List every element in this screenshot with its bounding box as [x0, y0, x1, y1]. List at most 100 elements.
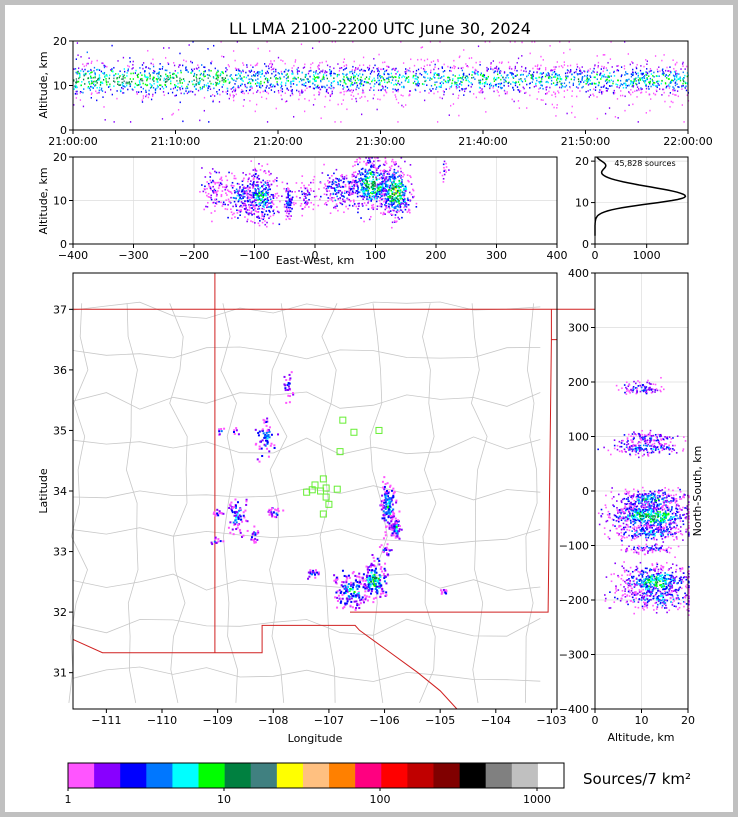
source-point: [616, 84, 619, 86]
source-point: [255, 103, 258, 106]
source-point: [91, 92, 93, 95]
source-point: [317, 77, 319, 79]
source-point: [479, 82, 481, 84]
source-point: [392, 492, 395, 495]
source-point: [274, 178, 276, 181]
source-point: [410, 183, 413, 185]
source-point: [384, 89, 386, 91]
source-point: [370, 166, 372, 169]
source-point: [541, 84, 544, 87]
source-point: [77, 67, 80, 70]
source-point: [407, 199, 410, 202]
source-point: [245, 498, 248, 501]
source-point: [591, 83, 593, 85]
source-point: [226, 74, 228, 77]
source-point: [395, 163, 397, 165]
source-point: [367, 208, 370, 210]
source-point: [201, 167, 203, 169]
source-point: [285, 401, 288, 404]
source-point: [624, 74, 626, 76]
source-point: [392, 527, 395, 530]
source-point: [423, 76, 425, 78]
source-point: [215, 81, 217, 84]
source-point: [358, 161, 361, 164]
source-point: [384, 179, 386, 182]
source-point: [341, 192, 343, 194]
source-point: [146, 84, 149, 86]
source-point: [392, 68, 394, 70]
source-point: [348, 78, 350, 80]
source-point: [206, 206, 209, 208]
source-point: [393, 181, 395, 184]
source-point: [398, 182, 400, 185]
source-point: [397, 536, 400, 539]
source-point: [349, 180, 352, 183]
source-point: [396, 211, 398, 214]
source-point: [392, 174, 394, 177]
source-point: [254, 532, 257, 535]
source-point: [685, 89, 688, 92]
source-point: [167, 92, 170, 95]
source-point: [474, 72, 476, 75]
source-point: [276, 206, 278, 208]
source-point: [253, 177, 255, 179]
source-point: [384, 494, 387, 497]
source-point: [266, 78, 269, 80]
source-point: [87, 77, 90, 79]
source-point: [264, 188, 267, 191]
source-point: [245, 173, 247, 176]
source-point: [246, 66, 248, 68]
source-point: [365, 204, 368, 207]
source-point: [354, 164, 356, 167]
source-point: [397, 165, 400, 168]
source-point: [192, 83, 194, 86]
source-point: [613, 70, 615, 73]
source-point: [541, 73, 543, 75]
source-point: [387, 193, 390, 195]
source-point: [497, 73, 499, 76]
source-point: [263, 81, 266, 84]
source-point: [393, 163, 396, 165]
time-height-sources: [73, 41, 690, 123]
source-point: [147, 49, 149, 52]
source-point: [391, 503, 394, 506]
source-point: [350, 80, 352, 82]
source-point: [242, 204, 245, 206]
source-point: [119, 84, 121, 86]
source-point: [266, 41, 268, 43]
source-point: [225, 186, 227, 189]
source-point: [554, 95, 557, 98]
source-point: [377, 577, 380, 580]
source-point: [463, 72, 465, 75]
source-point: [268, 79, 270, 82]
source-point: [468, 57, 471, 60]
source-point: [498, 76, 500, 79]
source-point: [211, 201, 214, 204]
source-point: [74, 67, 77, 70]
source-point: [346, 77, 349, 79]
source-point: [488, 83, 491, 86]
source-point: [264, 181, 267, 183]
source-point: [329, 94, 331, 96]
source-point: [650, 85, 652, 88]
source-point: [280, 89, 282, 92]
source-point: [98, 76, 101, 78]
source-point: [232, 96, 235, 99]
source-point: [171, 114, 173, 116]
source-point: [371, 174, 374, 176]
source-point: [225, 192, 227, 195]
source-point: [374, 588, 377, 591]
source-point: [373, 564, 376, 567]
source-point: [308, 206, 310, 208]
source-point: [84, 83, 86, 85]
source-point: [373, 57, 375, 60]
source-point: [335, 189, 337, 191]
source-point: [312, 82, 314, 85]
source-point: [326, 84, 328, 87]
source-point: [286, 203, 289, 205]
source-point: [407, 210, 410, 212]
source-point: [139, 67, 141, 69]
source-point: [132, 67, 134, 69]
source-point: [576, 66, 579, 68]
source-point: [355, 67, 357, 69]
